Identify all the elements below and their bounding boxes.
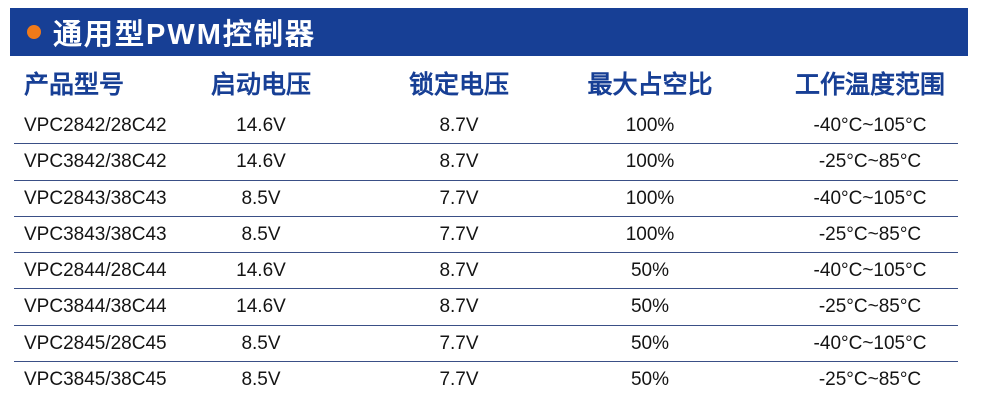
cell-lockout-voltage: 7.7V <box>439 332 479 354</box>
row-divider <box>14 179 958 181</box>
spec-table: 产品型号 启动电压 锁定电压 最大占空比 工作温度范围 VPC2842/28C4… <box>0 58 992 398</box>
cell-start-voltage: 14.6V <box>236 151 286 173</box>
table-row: VPC3844/38C44 14.6V 8.7V 50% -25°C~85°C <box>0 289 992 326</box>
cell-model: VPC2845/28C45 <box>24 332 167 354</box>
cell-temperature-range: -40°C~105°C <box>813 115 927 136</box>
cell-lockout-voltage: 7.7V <box>439 223 479 245</box>
cell-max-duty-cycle: 50% <box>630 260 670 282</box>
cell-lockout-voltage: 8.7V <box>439 115 479 136</box>
orange-bullet-icon <box>27 25 41 39</box>
cell-start-voltage: 8.5V <box>241 223 281 245</box>
cell-model: VPC3842/38C42 <box>24 151 167 173</box>
section-title-bar: 通用型PWM控制器 <box>10 8 968 56</box>
cell-model: VPC3844/38C44 <box>24 296 167 318</box>
cell-model: VPC2843/38C43 <box>24 187 167 209</box>
row-divider <box>14 215 958 217</box>
cell-start-voltage: 8.5V <box>241 187 281 209</box>
row-divider <box>14 143 958 145</box>
row-divider <box>14 252 958 254</box>
header-max-duty-cycle: 最大占空比 <box>587 71 713 99</box>
row-divider <box>14 288 958 290</box>
cell-max-duty-cycle: 100% <box>625 187 675 209</box>
table-row: VPC2844/28C44 14.6V 8.7V 50% -40°C~105°C <box>0 253 992 290</box>
table-row: VPC2845/28C45 8.5V 7.7V 50% -40°C~105°C <box>0 326 992 363</box>
cell-model: VPC3843/38C43 <box>24 223 167 245</box>
cell-max-duty-cycle: 50% <box>630 296 670 318</box>
row-divider <box>14 361 958 363</box>
section-title: 通用型PWM控制器 <box>53 19 316 51</box>
header-start-voltage: 启动电压 <box>210 71 311 99</box>
cell-start-voltage: 8.5V <box>241 332 281 354</box>
table-header-row: 产品型号 启动电压 锁定电压 最大占空比 工作温度范围 <box>0 58 992 108</box>
table-row: VPC2842/28C42 14.6V 8.7V 100% -40°C~105°… <box>0 108 992 145</box>
cell-temperature-range: -40°C~105°C <box>813 332 927 354</box>
cell-temperature-range: -25°C~85°C <box>818 223 922 245</box>
cell-max-duty-cycle: 100% <box>625 223 675 245</box>
cell-lockout-voltage: 8.7V <box>439 260 479 282</box>
cell-lockout-voltage: 8.7V <box>439 151 479 173</box>
cell-start-voltage: 14.6V <box>236 260 286 282</box>
table-row: VPC2843/38C43 8.5V 7.7V 100% -40°C~105°C <box>0 181 992 217</box>
cell-temperature-range: -25°C~85°C <box>818 151 922 173</box>
cell-model: VPC3845/38C45 <box>24 369 167 391</box>
cell-temperature-range: -25°C~85°C <box>818 369 922 391</box>
cell-start-voltage: 14.6V <box>236 115 286 136</box>
cell-model: VPC2842/28C42 <box>24 115 167 136</box>
cell-model: VPC2844/28C44 <box>24 260 167 282</box>
table-row: VPC3843/38C43 8.5V 7.7V 100% -25°C~85°C <box>0 217 992 254</box>
cell-start-voltage: 8.5V <box>241 369 281 391</box>
cell-max-duty-cycle: 50% <box>630 369 670 391</box>
cell-temperature-range: -40°C~105°C <box>813 187 927 209</box>
row-divider <box>14 324 958 326</box>
cell-lockout-voltage: 7.7V <box>439 187 479 209</box>
cell-max-duty-cycle: 100% <box>625 115 675 136</box>
cell-lockout-voltage: 7.7V <box>439 369 479 391</box>
cell-temperature-range: -40°C~105°C <box>813 260 927 282</box>
cell-start-voltage: 14.6V <box>236 296 286 318</box>
cell-lockout-voltage: 8.7V <box>439 296 479 318</box>
cell-temperature-range: -25°C~85°C <box>818 296 922 318</box>
cell-max-duty-cycle: 50% <box>630 332 670 354</box>
header-model: 产品型号 <box>24 71 125 99</box>
cell-max-duty-cycle: 100% <box>625 151 675 173</box>
table-row: VPC3845/38C45 8.5V 7.7V 50% -25°C~85°C <box>0 362 992 398</box>
header-temperature-range: 工作温度范围 <box>794 71 945 99</box>
table-row: VPC3842/38C42 14.6V 8.7V 100% -25°C~85°C <box>0 144 992 181</box>
header-lockout-voltage: 锁定电压 <box>408 71 509 99</box>
